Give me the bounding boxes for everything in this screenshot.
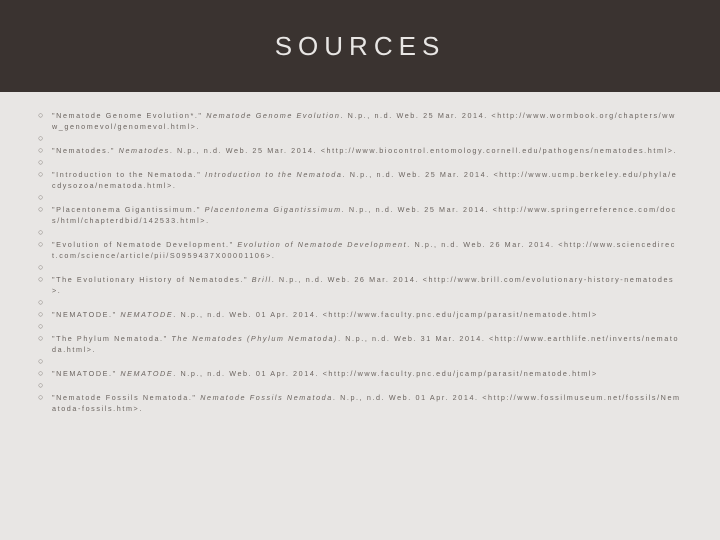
source-title-italic: Introduction to the Nematoda bbox=[205, 170, 343, 179]
source-text: "Introduction to the Nematoda." Introduc… bbox=[52, 169, 682, 191]
source-post: . N.p., n.d. Web. 01 Apr. 2014. <http://… bbox=[173, 310, 598, 319]
source-text bbox=[52, 297, 682, 307]
source-pre: "NEMATODE." bbox=[52, 369, 120, 378]
source-title-italic: Nematodes bbox=[119, 146, 170, 155]
source-text: "Nematode Genome Evolution*." Nematode G… bbox=[52, 110, 682, 132]
source-item: ○ bbox=[38, 157, 682, 168]
source-title-italic: Placentonema Gigantissimum bbox=[205, 205, 342, 214]
source-pre: "Placentonema Gigantissimum." bbox=[52, 205, 205, 214]
source-text: "The Evolutionary History of Nematodes."… bbox=[52, 274, 682, 296]
source-item: ○"The Phylum Nematoda." The Nematodes (P… bbox=[38, 333, 682, 355]
source-item: ○"NEMATODE." NEMATODE. N.p., n.d. Web. 0… bbox=[38, 309, 682, 320]
source-text: "NEMATODE." NEMATODE. N.p., n.d. Web. 01… bbox=[52, 309, 682, 320]
bullet-icon: ○ bbox=[38, 169, 52, 180]
source-item: ○ bbox=[38, 321, 682, 332]
source-text bbox=[52, 133, 682, 143]
source-title-italic: The Nematodes (Phylum Nematoda) bbox=[171, 334, 338, 343]
source-pre: "Nematode Fossils Nematoda." bbox=[52, 393, 200, 402]
source-item: ○ bbox=[38, 262, 682, 273]
bullet-icon: ○ bbox=[38, 110, 52, 121]
source-title-italic: NEMATODE bbox=[120, 310, 173, 319]
source-item: ○"Nematode Fossils Nematoda." Nematode F… bbox=[38, 392, 682, 414]
source-text bbox=[52, 262, 682, 272]
source-text bbox=[52, 227, 682, 237]
source-text: "Nematodes." Nematodes. N.p., n.d. Web. … bbox=[52, 145, 682, 156]
source-item: ○ bbox=[38, 356, 682, 367]
bullet-icon: ○ bbox=[38, 262, 52, 273]
bullet-icon: ○ bbox=[38, 309, 52, 320]
source-title-italic: NEMATODE bbox=[120, 369, 173, 378]
sources-list: ○"Nematode Genome Evolution*." Nematode … bbox=[0, 92, 720, 425]
source-text bbox=[52, 380, 682, 390]
source-pre: "NEMATODE." bbox=[52, 310, 120, 319]
header-bar: SOURCES bbox=[0, 0, 720, 92]
source-item: ○"Evolution of Nematode Development." Ev… bbox=[38, 239, 682, 261]
source-item: ○"Introduction to the Nematoda." Introdu… bbox=[38, 169, 682, 191]
bullet-icon: ○ bbox=[38, 356, 52, 367]
source-item: ○ bbox=[38, 227, 682, 238]
source-title-italic: Evolution of Nematode Development bbox=[237, 240, 407, 249]
source-item: ○ bbox=[38, 380, 682, 391]
source-text bbox=[52, 192, 682, 202]
source-text bbox=[52, 356, 682, 366]
source-item: ○"NEMATODE." NEMATODE. N.p., n.d. Web. 0… bbox=[38, 368, 682, 379]
source-text bbox=[52, 321, 682, 331]
source-text: "The Phylum Nematoda." The Nematodes (Ph… bbox=[52, 333, 682, 355]
bullet-icon: ○ bbox=[38, 157, 52, 168]
source-pre: "Evolution of Nematode Development." bbox=[52, 240, 237, 249]
source-post: . N.p., n.d. Web. 25 Mar. 2014. <http://… bbox=[170, 146, 677, 155]
source-item: ○ bbox=[38, 192, 682, 203]
bullet-icon: ○ bbox=[38, 321, 52, 332]
source-item: ○ bbox=[38, 297, 682, 308]
source-pre: "Nematode Genome Evolution*." bbox=[52, 111, 206, 120]
source-item: ○"Nematode Genome Evolution*." Nematode … bbox=[38, 110, 682, 132]
bullet-icon: ○ bbox=[38, 333, 52, 344]
source-text: "Nematode Fossils Nematoda." Nematode Fo… bbox=[52, 392, 682, 414]
source-item: ○"The Evolutionary History of Nematodes.… bbox=[38, 274, 682, 296]
source-text bbox=[52, 157, 682, 167]
bullet-icon: ○ bbox=[38, 204, 52, 215]
source-text: "Evolution of Nematode Development." Evo… bbox=[52, 239, 682, 261]
source-item: ○"Nematodes." Nematodes. N.p., n.d. Web.… bbox=[38, 145, 682, 156]
bullet-icon: ○ bbox=[38, 297, 52, 308]
source-title-italic: Nematode Genome Evolution bbox=[206, 111, 340, 120]
source-pre: "The Evolutionary History of Nematodes." bbox=[52, 275, 252, 284]
bullet-icon: ○ bbox=[38, 368, 52, 379]
bullet-icon: ○ bbox=[38, 274, 52, 285]
bullet-icon: ○ bbox=[38, 227, 52, 238]
page-title: SOURCES bbox=[275, 31, 446, 62]
source-item: ○ bbox=[38, 133, 682, 144]
bullet-icon: ○ bbox=[38, 133, 52, 144]
bullet-icon: ○ bbox=[38, 380, 52, 391]
bullet-icon: ○ bbox=[38, 192, 52, 203]
bullet-icon: ○ bbox=[38, 145, 52, 156]
source-pre: "Nematodes." bbox=[52, 146, 119, 155]
source-item: ○"Placentonema Gigantissimum." Placenton… bbox=[38, 204, 682, 226]
bullet-icon: ○ bbox=[38, 239, 52, 250]
source-title-italic: Brill bbox=[252, 275, 272, 284]
source-title-italic: Nematode Fossils Nematoda bbox=[200, 393, 333, 402]
source-text: "NEMATODE." NEMATODE. N.p., n.d. Web. 01… bbox=[52, 368, 682, 379]
source-text: "Placentonema Gigantissimum." Placentone… bbox=[52, 204, 682, 226]
source-post: . N.p., n.d. Web. 01 Apr. 2014. <http://… bbox=[173, 369, 598, 378]
source-pre: "The Phylum Nematoda." bbox=[52, 334, 171, 343]
source-pre: "Introduction to the Nematoda." bbox=[52, 170, 205, 179]
bullet-icon: ○ bbox=[38, 392, 52, 403]
